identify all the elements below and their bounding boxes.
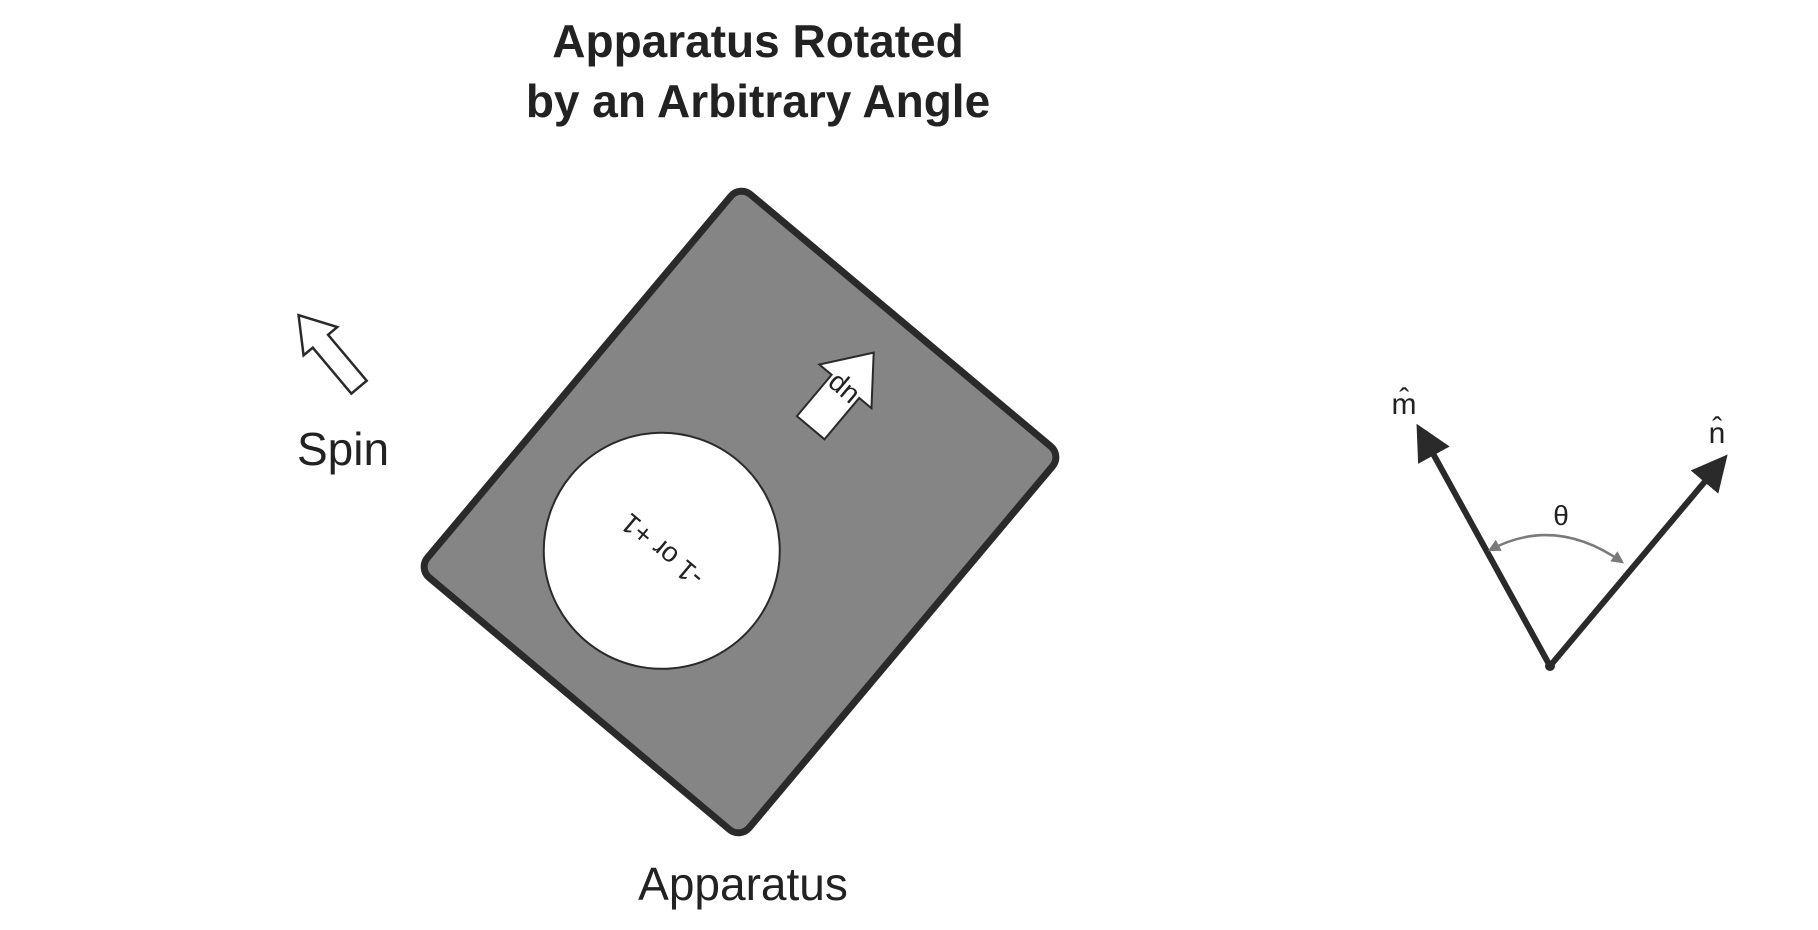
title-line-2: by an Arbitrary Angle xyxy=(526,75,990,127)
title-line-1: Apparatus Rotated xyxy=(552,15,963,67)
apparatus: -1 or +1 up xyxy=(420,187,1060,837)
n-vector-label: n̂ xyxy=(1709,417,1726,450)
vector-origin xyxy=(1545,661,1555,671)
apparatus-label: Apparatus xyxy=(638,858,848,910)
m-vector xyxy=(1416,423,1553,668)
angle-label: θ xyxy=(1553,500,1569,531)
angle-arc xyxy=(1487,533,1625,564)
n-vector xyxy=(1547,454,1728,668)
spin-label: Spin xyxy=(297,423,389,475)
vector-diagram: θ m̂ n̂ xyxy=(1392,388,1728,671)
apparatus-readout-window xyxy=(542,431,781,670)
spin-arrow-icon xyxy=(297,313,369,396)
m-vector-label: m̂ xyxy=(1392,388,1417,421)
